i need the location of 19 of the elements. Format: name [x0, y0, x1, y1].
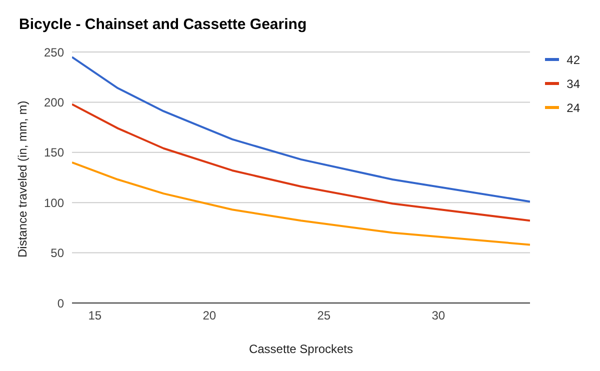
x-tick-label: 30: [432, 308, 446, 323]
x-tick-label: 25: [317, 308, 331, 323]
y-tick-label: 100: [44, 196, 64, 210]
x-tick-label: 20: [202, 308, 216, 323]
y-tick-label: 0: [57, 296, 64, 310]
y-tick-label: 50: [50, 246, 64, 260]
chart-title: Bicycle - Chainset and Cassette Gearing: [19, 16, 307, 33]
line-series: [72, 56, 530, 203]
y-axis-title: Distance traveled (in, mm, m): [15, 100, 30, 258]
line-series: [72, 161, 530, 246]
y-tick-label: 250: [44, 45, 64, 60]
x-axis-title: Cassette Sprockets: [248, 342, 354, 356]
legend-label: 42: [566, 53, 580, 67]
x-tick-label: 15: [88, 308, 102, 323]
legend-label: 34: [566, 77, 580, 91]
y-tick-label: 200: [44, 95, 64, 110]
y-tick-label: 150: [44, 146, 64, 160]
legend-label: 24: [566, 101, 580, 115]
line-series: [72, 103, 530, 222]
